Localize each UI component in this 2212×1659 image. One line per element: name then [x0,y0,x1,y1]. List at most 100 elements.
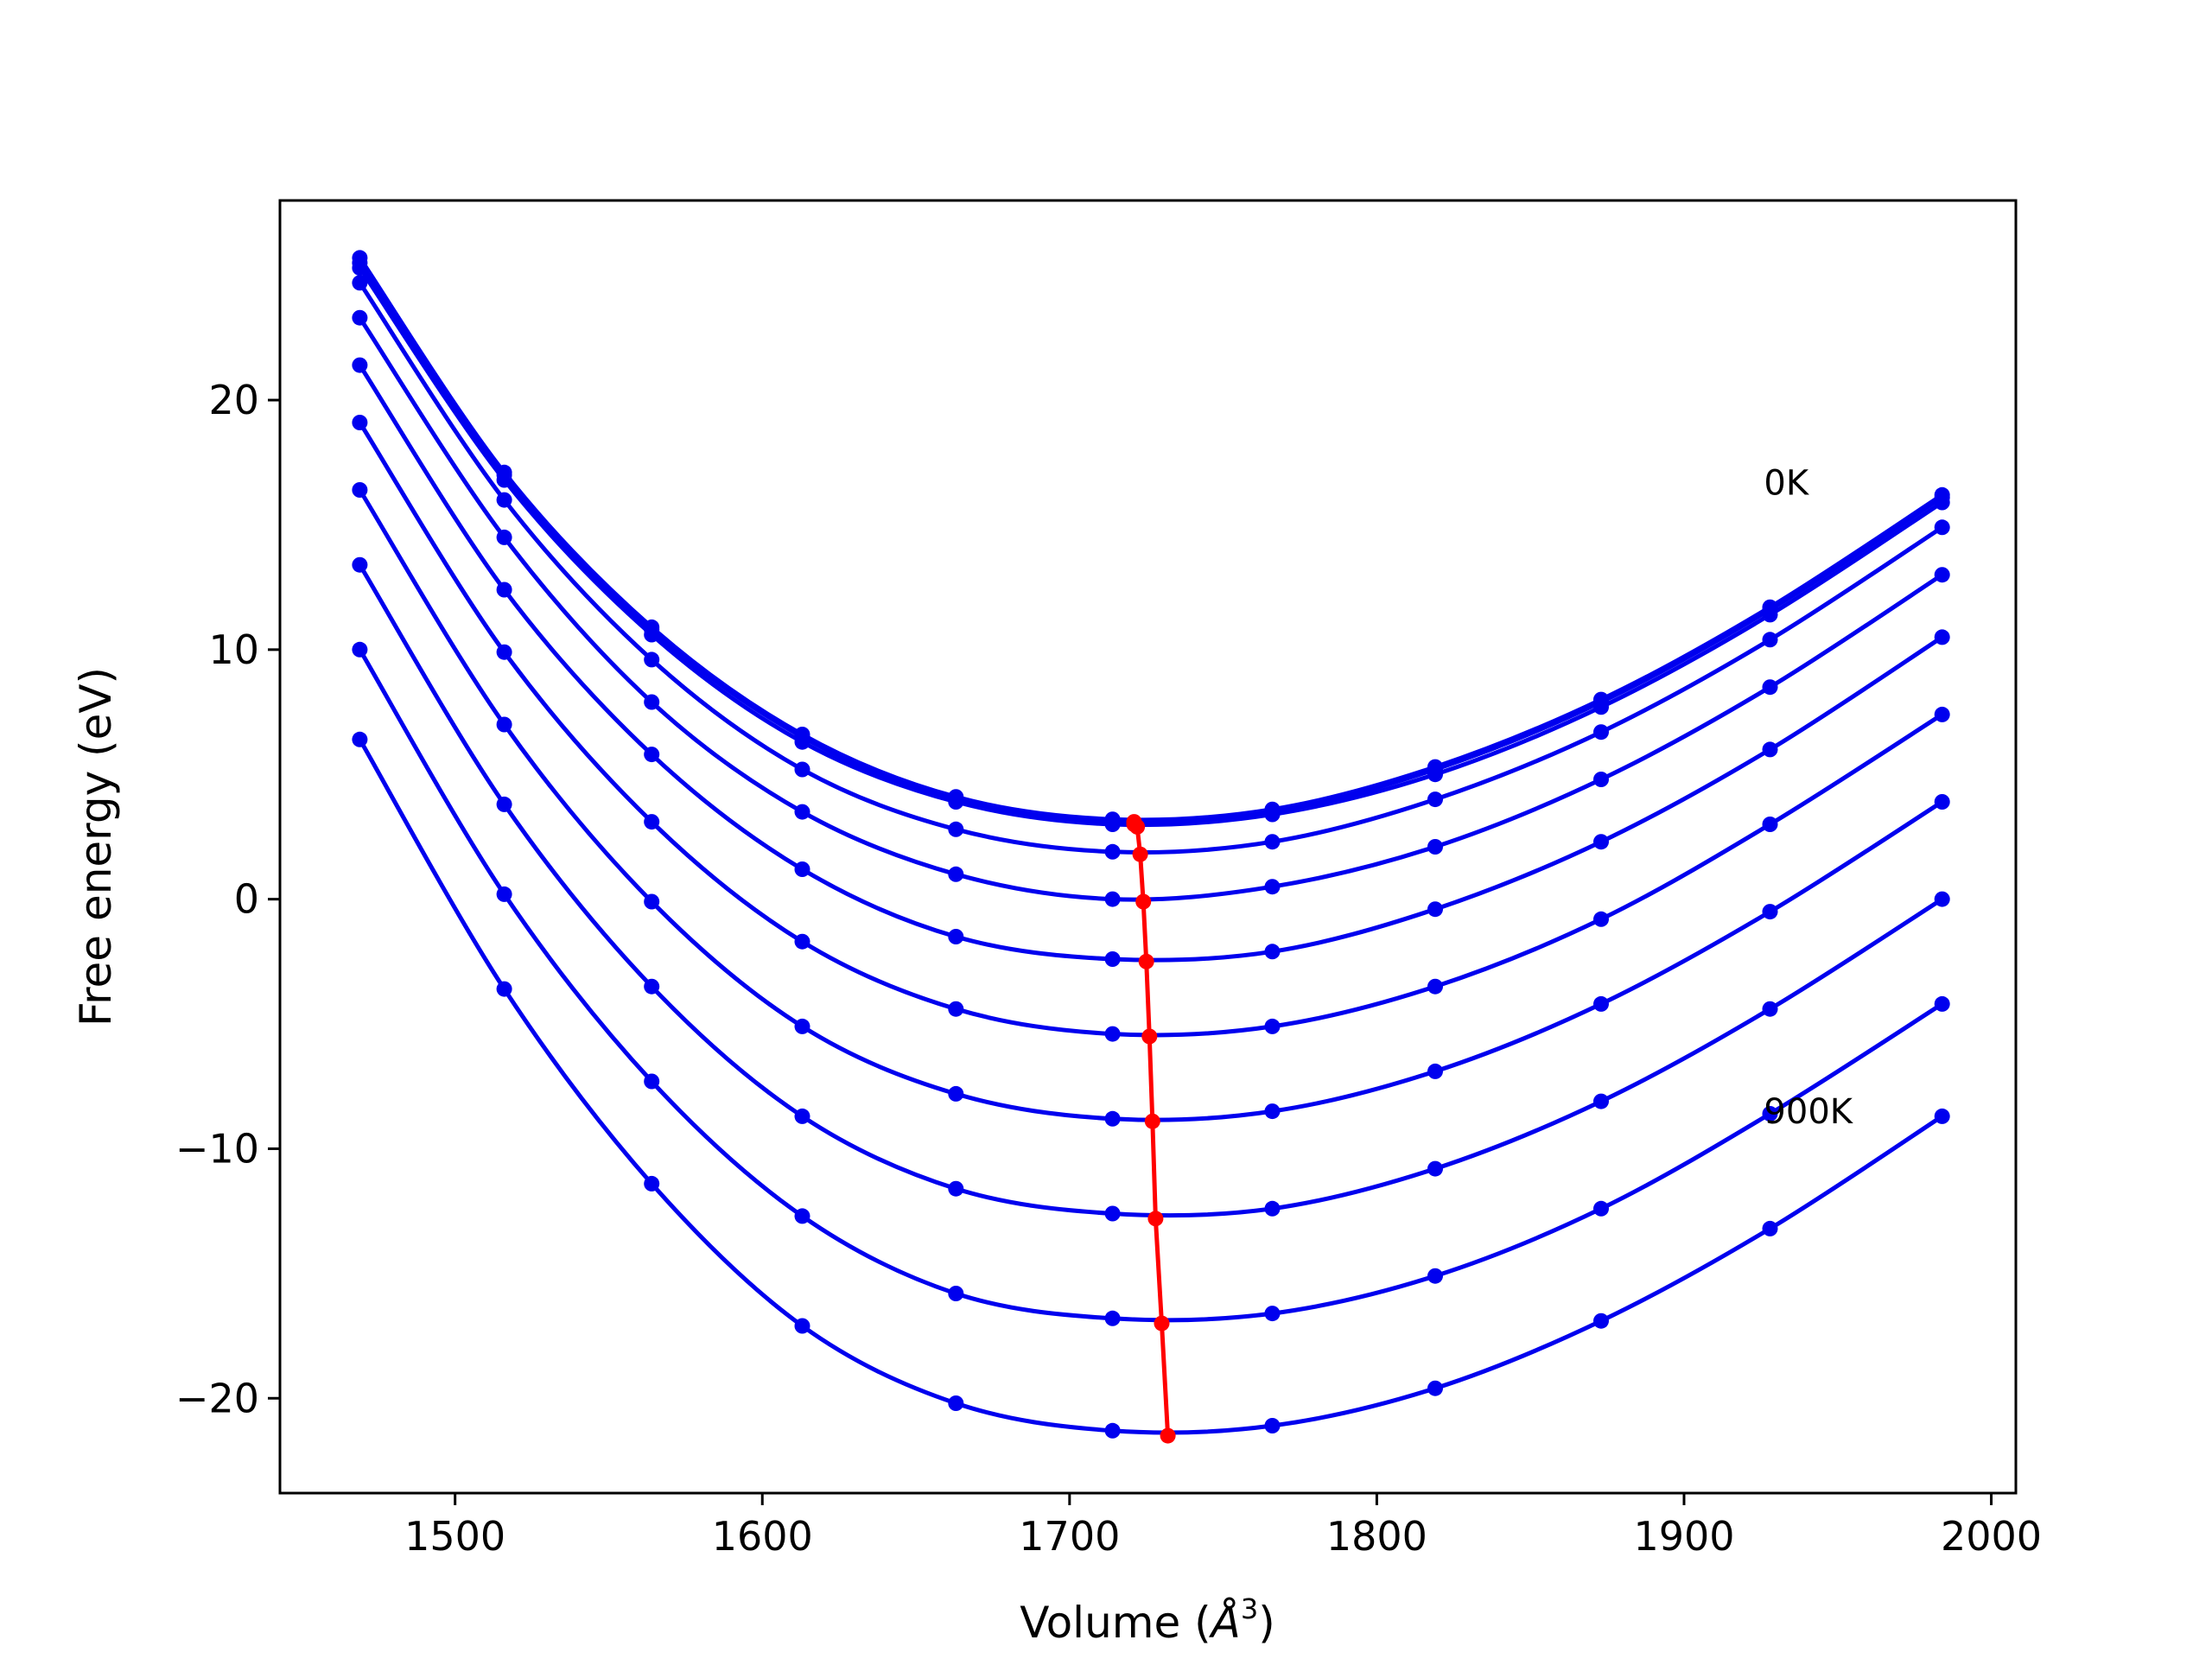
data-point-s6-2 [644,814,660,830]
data-point-s5-3 [794,861,810,877]
data-point-s6-9 [1762,817,1778,832]
data-point-s9-5 [1104,1310,1121,1326]
data-point-s10-0 [352,731,368,747]
data-point-s4-8 [1593,772,1609,787]
data-point-s8-2 [644,978,660,995]
data-point-s4-6 [1264,879,1281,895]
axes-frame [278,199,2018,1495]
annotation-0: 0K [1764,463,1809,503]
data-point-s10-3 [794,1318,810,1334]
x-axis-label: Volume (Å3) [1020,1592,1274,1648]
data-point-s5-2 [644,747,660,763]
data-point-s7-1 [496,716,512,733]
data-point-s2-0 [352,260,368,276]
x-tick-label-1600: 1600 [712,1513,813,1560]
data-point-s9-6 [1264,1306,1281,1322]
data-point-s5-6 [1264,944,1281,960]
data-point-s10-7 [1427,1380,1443,1396]
data-point-s4-5 [1104,891,1121,907]
data-point-s2-5 [1104,817,1121,832]
data-point-s3-4 [948,821,964,837]
data-point-s10-2 [644,1175,660,1192]
data-point-s3-10 [1934,519,1950,536]
data-point-s8-3 [794,1108,810,1124]
data-point-s6-6 [1264,1018,1281,1034]
series-line-5 [358,364,1944,963]
x-tick-label-1900: 1900 [1633,1513,1734,1560]
minima-point-8 [1147,1211,1164,1227]
data-point-s8-7 [1427,1160,1443,1177]
data-point-s4-4 [948,866,964,882]
data-point-s8-10 [1934,891,1950,907]
data-point-s3-8 [1593,724,1609,741]
minima-point-3 [1132,846,1148,862]
data-point-s7-3 [794,1018,810,1034]
x-tick-label-1700: 1700 [1019,1513,1120,1560]
data-point-s8-6 [1264,1200,1281,1217]
x-tick-label-2000: 2000 [1941,1513,2042,1560]
annotation-1: 900K [1764,1092,1853,1132]
data-point-s4-0 [352,309,368,326]
data-point-s7-6 [1264,1103,1281,1120]
data-point-s2-9 [1762,607,1778,623]
data-point-s10-4 [948,1395,964,1411]
data-point-s2-8 [1593,699,1609,715]
data-point-s9-4 [948,1286,964,1301]
minima-point-7 [1144,1113,1160,1129]
data-point-s3-3 [794,761,810,778]
minima-point-10 [1160,1427,1176,1444]
minima-point-6 [1141,1028,1158,1045]
x-axis-ticks: 1500 1600 1700 1800 1900 2000 [404,1493,2042,1560]
data-point-s4-3 [794,804,810,820]
data-point-s4-2 [644,694,660,710]
data-point-s4-7 [1427,839,1443,855]
data-point-s8-1 [496,796,512,812]
data-point-s7-10 [1934,794,1950,810]
minima-point-5 [1138,953,1154,969]
data-point-s7-5 [1104,1110,1121,1127]
data-point-s6-7 [1427,978,1443,995]
data-point-s9-9 [1762,1106,1778,1122]
points-layer [352,250,1950,1439]
data-point-s3-5 [1104,843,1121,860]
data-point-s9-10 [1934,995,1950,1012]
data-point-s2-4 [948,794,964,810]
data-point-s10-10 [1934,1108,1950,1124]
data-point-s2-2 [644,626,660,643]
data-point-s5-10 [1934,629,1950,645]
y-tick-label-20: 20 [208,377,259,423]
data-point-s2-3 [794,734,810,750]
data-point-s5-5 [1104,951,1121,967]
y-tick-label--10: −10 [175,1125,259,1172]
data-point-s3-1 [496,492,512,508]
data-point-s6-10 [1934,706,1950,722]
data-point-s5-4 [948,929,964,944]
minima-layer [1126,814,1176,1444]
series-line-8 [358,563,1944,1218]
data-point-s9-1 [496,886,512,902]
plot-area [352,250,1950,1444]
data-point-s7-8 [1593,995,1609,1012]
data-point-s3-2 [644,652,660,668]
data-point-s2-1 [496,472,512,488]
minima-point-9 [1154,1315,1170,1332]
data-point-s7-4 [948,1085,964,1102]
data-point-s6-4 [948,1001,964,1017]
series-line-6 [358,421,1944,1038]
data-point-s7-0 [352,482,368,498]
data-point-s10-6 [1264,1418,1281,1433]
data-point-s9-3 [794,1208,810,1224]
data-point-s9-0 [352,641,368,658]
y-axis-ticks: −20 −10 0 10 20 [175,377,280,1421]
data-point-s3-9 [1762,632,1778,648]
data-point-s10-9 [1762,1220,1778,1236]
y-axis-label: Free energy (eV) [71,667,121,1027]
curves-layer [358,257,1944,1435]
data-point-s6-8 [1593,911,1609,927]
y-tick-label-0: 0 [234,876,259,923]
data-point-s3-6 [1264,834,1281,850]
data-point-s8-5 [1104,1205,1121,1222]
data-point-s8-9 [1762,1001,1778,1017]
